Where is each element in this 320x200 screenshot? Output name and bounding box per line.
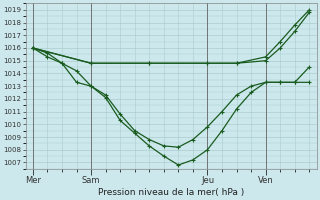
X-axis label: Pression niveau de la mer( hPa ): Pression niveau de la mer( hPa )	[98, 188, 244, 197]
